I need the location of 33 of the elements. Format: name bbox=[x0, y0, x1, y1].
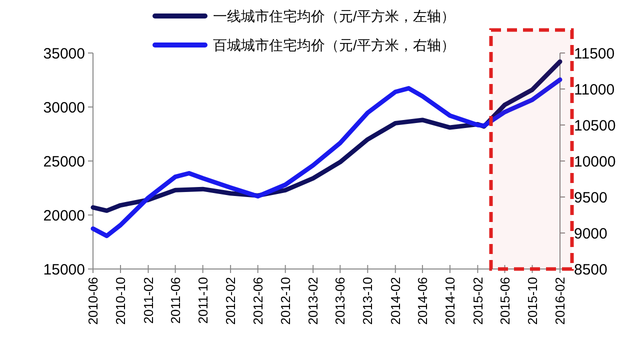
x-tick-label: 2014-06 bbox=[415, 277, 430, 325]
x-tick-label: 2012-06 bbox=[250, 277, 266, 325]
x-tick-label: 2016-02 bbox=[552, 277, 568, 325]
y2-tick-label: 8500 bbox=[574, 261, 608, 278]
x-tick-label: 2012-10 bbox=[278, 277, 293, 325]
y2-tick-label: 10500 bbox=[574, 117, 616, 134]
x-tick-label: 2010-06 bbox=[86, 277, 101, 325]
x-tick-label: 2011-06 bbox=[168, 277, 183, 324]
y2-tick-label: 10000 bbox=[574, 153, 616, 170]
line-series bbox=[90, 77, 562, 238]
x-tick-label: 2014-10 bbox=[442, 277, 458, 325]
x-tick-label: 2013-10 bbox=[360, 277, 376, 325]
y-tick-label: 25000 bbox=[43, 153, 85, 170]
x-tick-label: 2015-06 bbox=[497, 277, 512, 325]
y-tick-label: 30000 bbox=[43, 99, 85, 116]
legend-label: 百城城市住宅均价（元/平方米，右轴） bbox=[213, 36, 455, 53]
x-tick-label: 2015-10 bbox=[524, 277, 540, 325]
y2-tick-label: 11000 bbox=[574, 81, 615, 98]
x-tick-label: 2015-02 bbox=[470, 277, 486, 325]
legend-label: 一线城市住宅均价（元/平方米，左轴） bbox=[213, 8, 455, 24]
y2-tick-label: 9000 bbox=[574, 225, 608, 242]
x-tick-label: 2013-06 bbox=[332, 277, 348, 325]
x-tick-label: 2010-10 bbox=[113, 277, 128, 325]
x-tick-label: 2011-10 bbox=[195, 277, 210, 324]
y-tick-label: 15000 bbox=[43, 261, 85, 278]
x-tick-label: 2012-02 bbox=[223, 277, 238, 325]
y-tick-label: 35000 bbox=[43, 45, 85, 62]
x-tick-label: 2013-02 bbox=[306, 277, 321, 325]
x-tick-label: 2014-02 bbox=[388, 277, 403, 325]
y-tick-label: 20000 bbox=[43, 207, 85, 224]
y2-tick-label: 9500 bbox=[574, 189, 608, 206]
x-tick-label: 2011-02 bbox=[140, 277, 156, 324]
y2-tick-label: 11500 bbox=[574, 45, 615, 62]
